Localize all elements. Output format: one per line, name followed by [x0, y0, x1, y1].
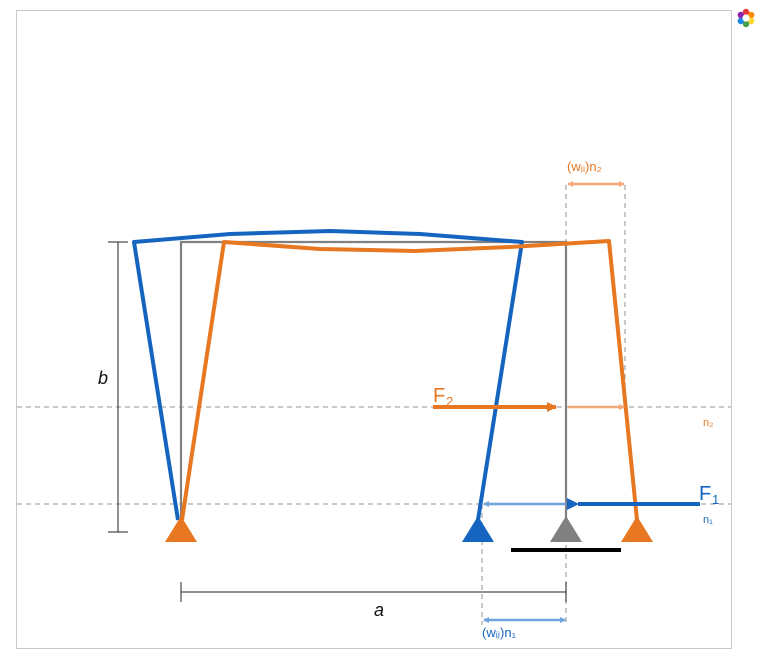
label-disp-n2: (wⱼᵢ)n₂: [567, 159, 602, 174]
mathematica-logo-icon: [737, 8, 755, 28]
label-n2: n₂: [703, 417, 713, 429]
original-frame: [179, 240, 568, 520]
support-orange-icon: [621, 516, 653, 542]
label-b: b: [98, 368, 108, 388]
label-f2: F: [433, 385, 445, 407]
diagram-frame: [16, 10, 732, 649]
label-a: a: [374, 600, 384, 620]
support-left-icon: [165, 516, 197, 542]
label-f1-sub: 1: [712, 492, 719, 507]
label-n1: n₁: [703, 514, 713, 526]
deformed-frame-blue: [132, 229, 524, 521]
support-grey-icon: [550, 516, 582, 542]
support-blue-icon: [462, 516, 494, 542]
label-f2-sub: 2: [446, 394, 453, 409]
label-f1: F: [699, 483, 711, 505]
deformed-frame-orange: [180, 239, 639, 521]
label-disp-n1: (wᵢⱼ)n₁: [482, 625, 517, 640]
